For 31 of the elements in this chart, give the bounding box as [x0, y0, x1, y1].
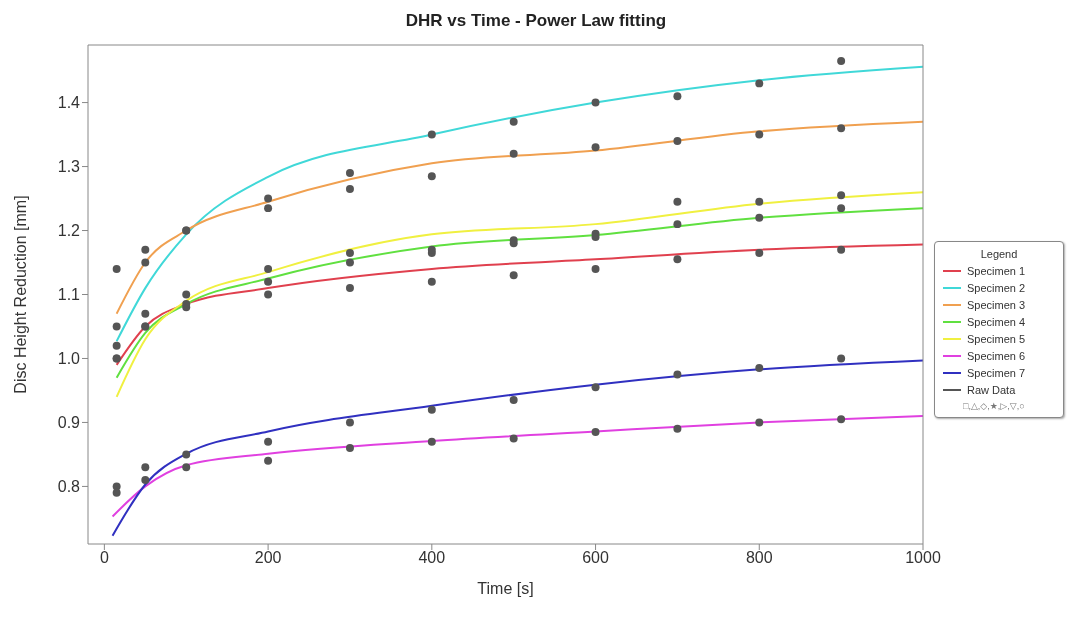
- legend-label: Raw Data: [967, 383, 1016, 396]
- y-tick-label: 1.2: [57, 222, 81, 240]
- legend-label: Specimen 2: [967, 281, 1026, 294]
- x-tick-label: 600: [582, 549, 609, 567]
- y-tick-label: 0.8: [57, 478, 81, 496]
- x-tick-label: 400: [418, 549, 446, 567]
- x-tick-label: 800: [745, 549, 773, 567]
- legend-label: Specimen 5: [967, 332, 1026, 345]
- legend-label: Specimen 6: [967, 349, 1026, 362]
- x-tick-label: 0: [99, 549, 109, 567]
- line-series: [115, 120, 923, 315]
- line-series: [115, 191, 923, 398]
- line-series: [111, 359, 923, 537]
- line-series: [111, 415, 923, 518]
- legend-title: Legend: [979, 247, 1019, 260]
- y-tick-label: 0.9: [57, 414, 81, 432]
- x-axis-title: Time [s]: [477, 580, 534, 597]
- chart-title: DHR vs Time - Power Law fitting: [404, 10, 668, 32]
- y-tick-label: 1.4: [57, 94, 81, 112]
- y-tick-label: 1.3: [57, 158, 81, 176]
- y-tick-label: 1.1: [57, 286, 81, 304]
- x-tick-label: 200: [254, 549, 282, 567]
- line-series: [115, 207, 923, 379]
- legend-label: Specimen 7: [967, 366, 1026, 379]
- legend-label: Specimen 3: [967, 298, 1026, 311]
- y-tick-label: 1.0: [57, 350, 81, 368]
- legend-label: Specimen 1: [967, 264, 1026, 277]
- y-axis-title: Disc Height Reduction [mm]: [11, 195, 29, 394]
- text: □,△,◇,★,▷,▽,○: [963, 400, 1026, 411]
- x-tick-label: 1000: [905, 549, 941, 567]
- legend-label: Specimen 4: [967, 315, 1026, 328]
